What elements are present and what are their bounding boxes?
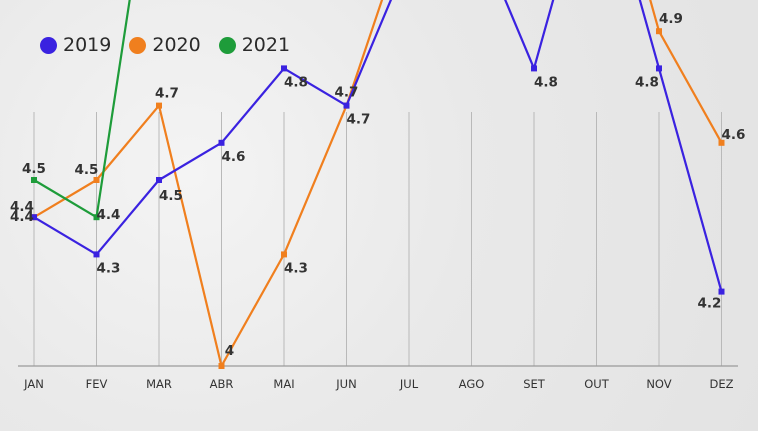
data-label-2019-dez: 4.2 [698, 296, 722, 312]
data-label-2019-abr: 4.6 [222, 149, 246, 165]
data-label-2020-nov: 4.9 [659, 11, 683, 27]
data-point-2019-abr [218, 139, 225, 146]
data-point-2019-fev [93, 251, 100, 258]
data-label-2019-set: 4.8 [534, 74, 558, 90]
data-label-2019-jun: 4.7 [347, 112, 371, 128]
legend-swatch-2021 [218, 36, 236, 54]
data-label-2020-mai: 4.3 [284, 260, 308, 276]
series-line-2021 [33, 0, 131, 219]
data-point-2019-mar [156, 177, 162, 183]
x-tick-label-jan: JAN [23, 377, 44, 391]
data-point-2019-jun [343, 102, 350, 109]
data-point-2020-dez [718, 139, 725, 146]
legend-item-2020: 2020 [129, 34, 201, 56]
data-label-2020-abr: 4 [225, 343, 234, 359]
x-tick-label-mar: MAR [146, 377, 172, 391]
legend-item-2019: 2019 [40, 34, 111, 56]
data-point-2020-fev [93, 177, 100, 183]
data-point-2019-nov [656, 65, 662, 72]
data-point-2019-jan [31, 214, 37, 221]
x-tick-label-fev: FEV [86, 377, 108, 391]
data-label-2020-fev: 4.5 [75, 162, 99, 178]
data-point-2020-nov [656, 28, 662, 35]
legend-label-2021: 2021 [241, 34, 291, 56]
data-label-2019-mar: 4.5 [159, 188, 183, 204]
legend-item-2021: 2021 [218, 34, 291, 56]
legend-swatch-2020 [129, 36, 147, 54]
chart-legend: 2019 2020 2021 [40, 34, 290, 56]
data-label-2019-mai: 4.8 [284, 74, 308, 90]
data-point-2021-fev [93, 214, 100, 221]
legend-swatch-2019 [40, 36, 57, 54]
x-tick-label-ago: AGO [459, 377, 485, 391]
data-label-2020-dez: 4.6 [722, 127, 746, 143]
series-line-2019 [33, 0, 723, 292]
x-tick-label-nov: NOV [646, 377, 671, 391]
data-label-2020-jun: 4.7 [335, 85, 359, 101]
data-label-2021-jan: 4.5 [22, 161, 46, 177]
data-label-2019-fev: 4.3 [97, 260, 121, 276]
data-label-2021-fev: 4.4 [97, 207, 121, 223]
data-label-2020-jan: 4.4 [10, 199, 34, 215]
x-tick-label-jul: JUL [399, 377, 419, 391]
x-tick-label-mai: MAI [273, 377, 294, 391]
legend-label-2020: 2020 [152, 34, 201, 56]
x-tick-label-set: SET [523, 377, 546, 391]
x-tick-label-jun: JUN [335, 377, 356, 391]
data-point-2020-mai [281, 251, 287, 258]
data-point-2020-abr [218, 363, 225, 369]
x-tick-label-dez: DEZ [710, 377, 734, 391]
data-label-2019-nov: 4.8 [635, 74, 659, 90]
data-point-2021-jan [31, 177, 37, 183]
data-point-2019-set [531, 65, 537, 72]
data-point-2020-mar [156, 102, 162, 109]
x-tick-label-abr: ABR [210, 377, 234, 391]
legend-label-2019: 2019 [63, 34, 112, 56]
series-line-2020 [33, 0, 723, 368]
data-point-2019-mai [281, 65, 287, 72]
data-label-2019-jan: 4.4 [10, 209, 34, 225]
x-tick-label-out: OUT [584, 377, 609, 391]
data-label-2020-mar: 4.7 [155, 86, 179, 102]
data-point-2019-dez [718, 288, 725, 295]
